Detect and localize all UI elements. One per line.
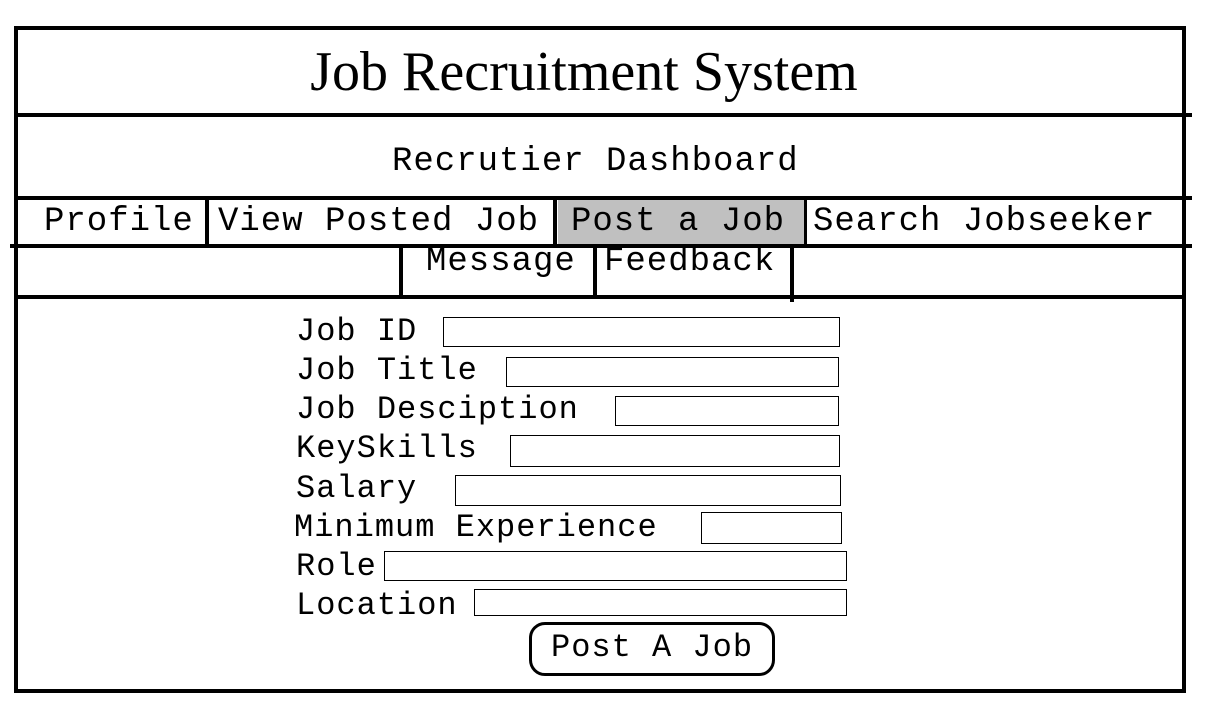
key-skills-input[interactable] [510,435,840,467]
nav-view-posted-job[interactable]: View Posted Job [218,203,540,241]
nav-separator [399,246,403,298]
job-description-label: Job Desciption [296,391,579,428]
key-skills-label: KeySkills [296,430,478,467]
salary-input[interactable] [455,475,841,506]
nav-row-divider [10,244,1192,248]
nav-active-highlight [558,200,804,244]
app-title: Job Recruitment System [310,41,858,103]
post-job-button[interactable]: Post A Job [529,622,775,676]
minimum-experience-input[interactable] [701,512,842,544]
location-input[interactable] [474,589,847,616]
nav-message[interactable]: Message [426,243,576,281]
nav-separator [790,246,794,302]
nav-post-a-job[interactable]: Post a Job [571,203,786,241]
nav-separator [553,198,557,244]
role-input[interactable] [384,551,847,581]
header-divider [14,113,1192,117]
nav-separator [205,198,209,244]
location-label: Location [296,587,458,624]
job-title-input[interactable] [506,357,839,387]
minimum-experience-label: Minimum Experience [294,509,658,546]
nav-bottom-divider [14,295,1186,299]
nav-profile[interactable]: Profile [44,203,194,241]
job-id-label: Job ID [296,313,418,350]
dashboard-divider [14,196,1192,200]
nav-separator [803,198,807,244]
job-description-input[interactable] [615,396,839,426]
job-title-label: Job Title [296,352,478,389]
nav-search-jobseeker[interactable]: Search Jobseeker [813,203,1156,241]
page-frame [14,26,1186,693]
role-label: Role [296,548,377,585]
dashboard-title: Recrutier Dashboard [392,143,799,181]
nav-feedback[interactable]: Feedback [604,243,776,281]
job-id-input[interactable] [443,317,840,347]
salary-label: Salary [296,470,418,507]
nav-separator [593,246,597,298]
